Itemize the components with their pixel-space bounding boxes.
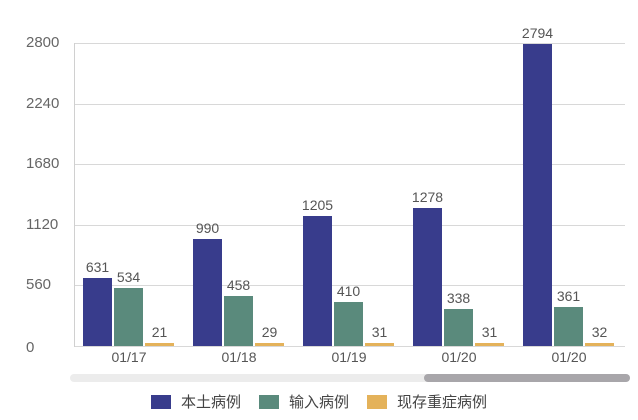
bar-local[interactable]	[303, 215, 332, 346]
bar-local[interactable]	[193, 238, 222, 346]
legend: 本土病例 输入病例 现存重症病例	[0, 391, 638, 412]
y-tick-label: 1680	[26, 155, 60, 172]
x-tick-label: 01/17	[111, 349, 147, 365]
x-tick-label: 01/19	[331, 349, 367, 365]
gridline	[75, 285, 625, 286]
data-label: 1278	[411, 188, 444, 205]
y-axis-line	[74, 43, 75, 347]
gridline	[75, 225, 625, 226]
data-label: 21	[151, 324, 168, 340]
legend-label: 现存重症病例	[397, 394, 488, 411]
bar-imported[interactable]	[114, 288, 143, 346]
y-tick-label: 560	[26, 276, 52, 293]
bar-severe[interactable]	[365, 342, 394, 346]
gridline	[75, 104, 625, 105]
data-label: 534	[116, 269, 141, 286]
zoom-scrollbar-track[interactable]	[70, 374, 630, 382]
bar-imported[interactable]	[224, 296, 253, 346]
bar-severe[interactable]	[585, 342, 614, 346]
bar-imported[interactable]	[554, 306, 583, 346]
legend-swatch-icon	[367, 394, 387, 409]
data-label: 32	[591, 323, 608, 340]
bar-severe[interactable]	[145, 343, 174, 346]
data-label: 361	[556, 287, 581, 304]
legend-swatch-icon	[150, 394, 171, 409]
gridline	[75, 164, 625, 165]
data-label: 458	[226, 277, 251, 294]
y-tick-label: 0	[26, 339, 35, 356]
zoom-scrollbar-thumb[interactable]	[424, 374, 630, 382]
data-label: 338	[446, 290, 471, 307]
bar-imported[interactable]	[334, 301, 363, 346]
data-label: 1205	[301, 196, 334, 213]
x-tick-label: 01/18	[221, 349, 257, 365]
bar-local[interactable]	[83, 277, 112, 346]
legend-label: 本土病例	[180, 394, 241, 411]
bar-local[interactable]	[523, 43, 552, 346]
gridline	[75, 346, 625, 347]
y-tick-label: 1120	[26, 216, 59, 233]
bar-severe[interactable]	[255, 342, 284, 346]
data-label: 31	[481, 323, 498, 340]
legend-swatch-icon	[258, 394, 279, 409]
data-label: 29	[261, 323, 278, 340]
y-tick-label: 2800	[26, 34, 60, 51]
bar-local[interactable]	[413, 207, 442, 346]
x-tick-label: 01/20	[551, 349, 587, 365]
legend-label: 输入病例	[288, 394, 349, 411]
x-tick-label: 01/20	[441, 349, 477, 365]
data-label: 631	[85, 258, 110, 275]
bar-severe[interactable]	[475, 342, 504, 346]
bar-imported[interactable]	[444, 309, 473, 346]
data-label: 31	[371, 323, 388, 340]
data-label: 2794	[521, 24, 554, 41]
legend-item-local[interactable]: 本土病例	[150, 391, 241, 412]
data-label: 410	[336, 282, 361, 299]
y-tick-label: 2240	[26, 95, 60, 112]
legend-item-imported[interactable]: 输入病例	[258, 391, 349, 412]
legend-item-severe[interactable]: 现存重症病例	[367, 391, 487, 412]
data-label: 990	[195, 219, 220, 236]
gridline	[75, 43, 625, 44]
